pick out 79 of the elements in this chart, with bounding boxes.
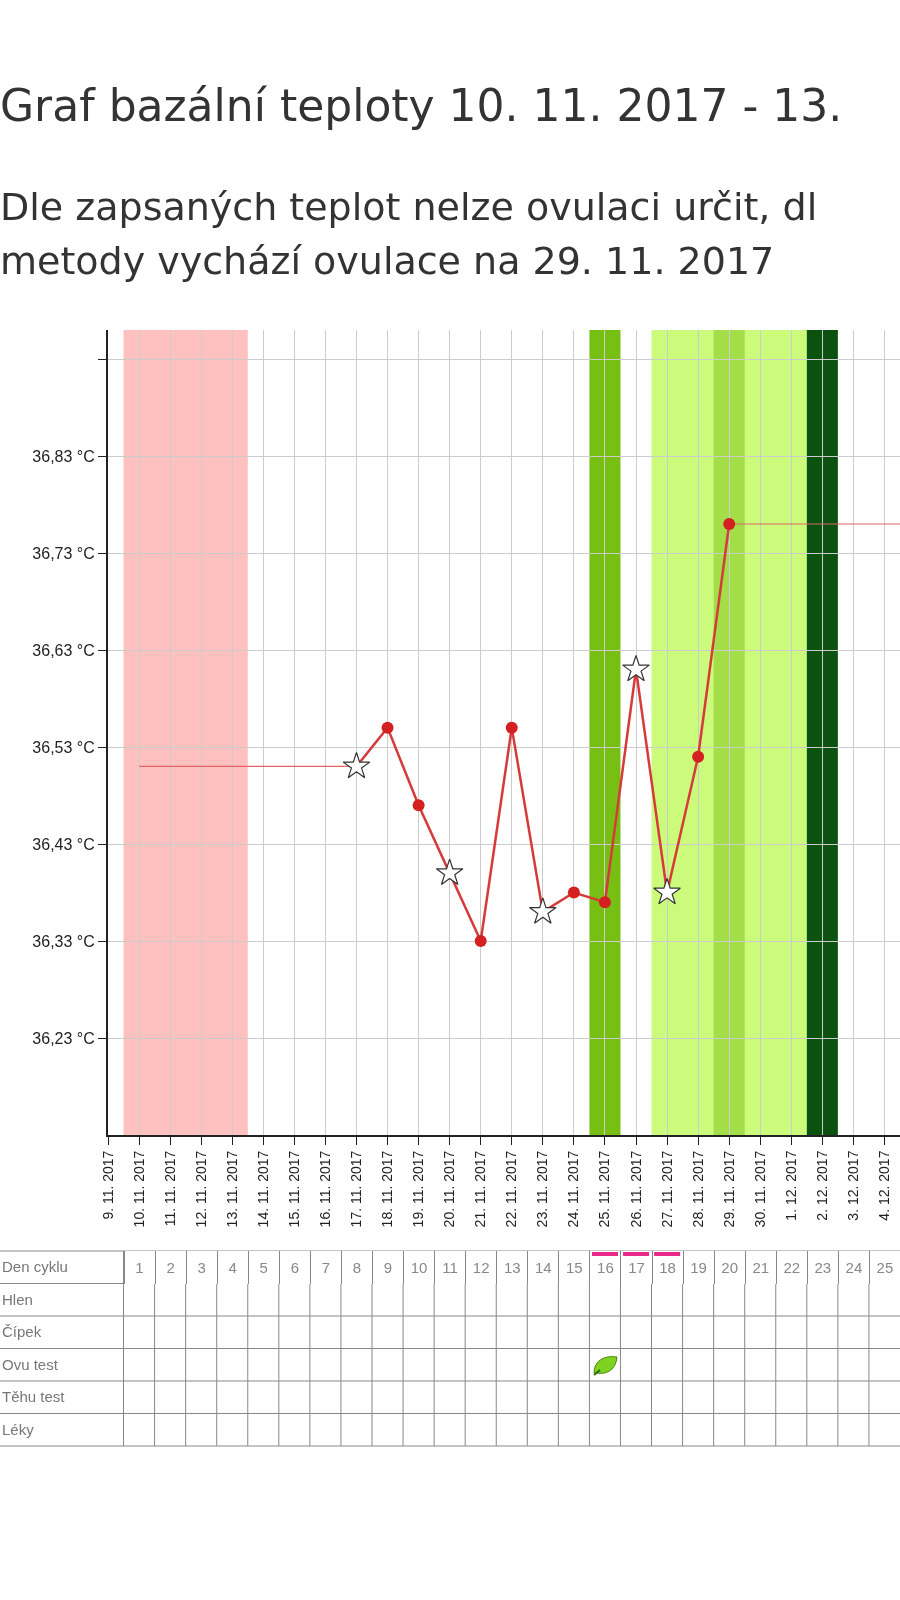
chart-subtitle: Dle zapsaných teplot nelze ovulaci určit, dl metody vychází ovulace na 29. 11. 2017: [0, 184, 818, 285]
x-tick-label: 12. 11. 2017: [192, 1150, 209, 1228]
x-tick-label: 10. 11. 2017: [130, 1150, 147, 1228]
text: 19: [690, 1258, 707, 1276]
point: [412, 799, 425, 812]
text: 15: [566, 1258, 583, 1276]
point: [435, 858, 464, 886]
x-tick-label: 18. 11. 2017: [379, 1150, 396, 1228]
text: 5: [259, 1258, 268, 1276]
point: [692, 750, 705, 763]
x-tick-label: 24. 11. 2017: [565, 1150, 582, 1228]
text: 8: [352, 1258, 362, 1276]
point: [381, 721, 394, 734]
x-tick-label: 25. 11. 2017: [596, 1150, 613, 1228]
x-tick-label: 3. 12. 2017: [844, 1150, 861, 1221]
text: Čípek: [2, 1323, 42, 1340]
text: 18: [659, 1258, 676, 1276]
text: 16: [597, 1258, 614, 1276]
x-tick-label: 20. 11. 2017: [441, 1150, 458, 1228]
y-tick-label: 36,23 °C: [32, 1029, 95, 1047]
x-tick-label: 4. 12. 2017: [876, 1150, 893, 1221]
text: 24: [845, 1258, 863, 1276]
y-tick-label: 36,53 °C: [32, 738, 95, 756]
text: Hlen: [2, 1290, 33, 1308]
x-tick-label: 28. 11. 2017: [689, 1150, 706, 1228]
x-tick-label: 9. 11. 2017: [99, 1150, 116, 1220]
x-tick-label: 29. 11. 2017: [720, 1150, 737, 1228]
y-tick-label: 36,83 °C: [32, 447, 95, 465]
x-tick-label: 13. 11. 2017: [223, 1150, 240, 1228]
x-tick-label: 16. 11. 2017: [316, 1150, 333, 1228]
point: [342, 751, 371, 779]
x-tick-label: 17. 11. 2017: [348, 1150, 365, 1228]
text: 25: [876, 1258, 894, 1276]
x-tick-label: 21. 11. 2017: [472, 1150, 489, 1228]
x-tick-label: 1. 12. 2017: [782, 1150, 799, 1221]
x-tick-label: 19. 11. 2017: [410, 1150, 427, 1228]
point: [723, 517, 736, 530]
text: 9: [383, 1258, 393, 1276]
chart-title: Graf bazální teploty 10. 11. 2017 - 13.: [0, 80, 843, 131]
text: 12: [472, 1258, 490, 1276]
point: [598, 896, 611, 909]
text: 7: [321, 1258, 331, 1276]
text: 14: [534, 1258, 552, 1276]
text: Léky: [2, 1420, 34, 1438]
x-tick-label: 11. 11. 2017: [161, 1150, 178, 1227]
text: Těhu test: [2, 1388, 65, 1405]
text: 1: [135, 1258, 144, 1276]
text: 22: [783, 1258, 801, 1276]
y-tick-label: 36,63 °C: [32, 641, 95, 659]
point: [622, 654, 650, 682]
text: 13: [503, 1258, 521, 1276]
text: 20: [721, 1258, 738, 1276]
point: [505, 721, 518, 734]
x-tick-label: 2. 12. 2017: [813, 1150, 830, 1221]
y-tick-label: 36,73 °C: [32, 544, 95, 562]
point: [528, 897, 557, 924]
text: 4: [228, 1258, 237, 1276]
text: Den cyklu: [2, 1258, 68, 1275]
text: 2: [166, 1258, 175, 1276]
x-tick-label: 22. 11. 2017: [503, 1150, 520, 1228]
text: 6: [290, 1258, 299, 1276]
text: Ovu test: [2, 1355, 58, 1373]
x-tick-label: 30. 11. 2017: [751, 1150, 768, 1228]
y-tick-label: 36,43 °C: [32, 835, 95, 853]
text: 23: [814, 1258, 832, 1276]
text: 21: [752, 1258, 770, 1276]
text: 17: [628, 1258, 645, 1276]
point: [567, 886, 580, 899]
text: 10: [410, 1258, 428, 1276]
point: [653, 877, 681, 905]
text: 11: [442, 1258, 458, 1276]
x-tick-label: 23. 11. 2017: [534, 1150, 551, 1228]
x-tick-label: 27. 11. 2017: [658, 1150, 675, 1228]
x-tick-label: 15. 11. 2017: [285, 1150, 302, 1228]
x-tick-label: 26. 11. 2017: [627, 1150, 644, 1228]
point: [474, 935, 487, 948]
x-tick-label: 14. 11. 2017: [254, 1150, 271, 1228]
y-tick-label: 36,33 °C: [32, 932, 95, 950]
text: 3: [197, 1258, 206, 1276]
